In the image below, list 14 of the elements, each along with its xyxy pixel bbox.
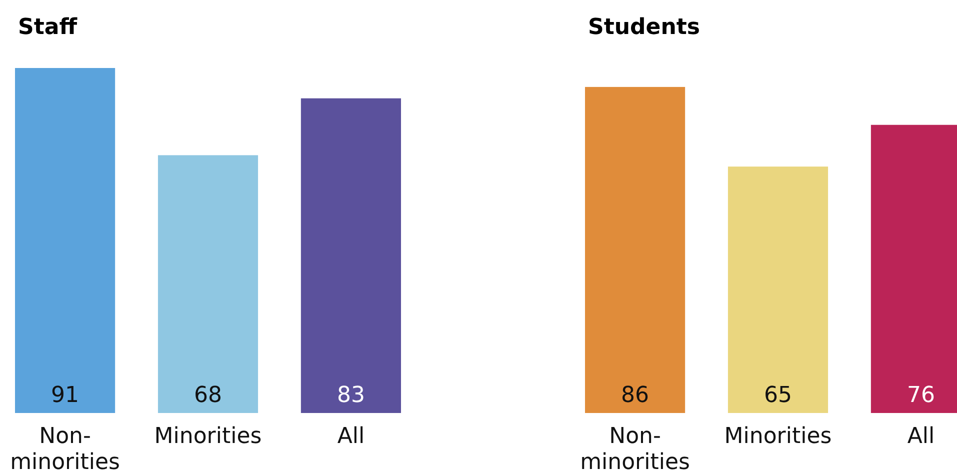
x-tick-label: All xyxy=(907,424,935,449)
x-tick-label: Non-minorities xyxy=(10,424,120,475)
chart-title: Students xyxy=(588,15,700,40)
chart-title: Staff xyxy=(18,15,78,40)
data-label: 83 xyxy=(336,383,365,408)
x-tick-label: Minorities xyxy=(724,424,832,449)
data-label: 68 xyxy=(194,383,222,408)
x-tick-label: Minorities xyxy=(154,424,262,449)
data-label: 91 xyxy=(51,383,80,408)
x-tick-label: Non-minorities xyxy=(580,424,690,475)
x-tick-label: All xyxy=(337,424,365,449)
data-label: 65 xyxy=(764,383,792,408)
data-label: 76 xyxy=(906,383,935,408)
data-label: 86 xyxy=(621,383,650,408)
